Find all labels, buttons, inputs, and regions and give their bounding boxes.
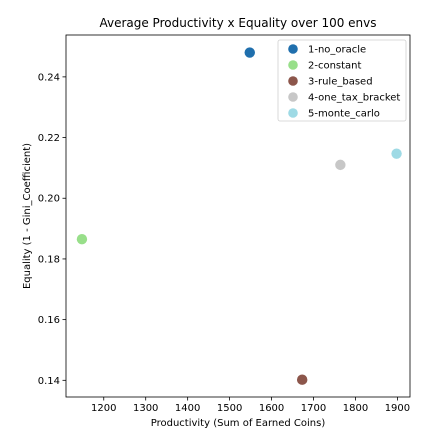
data-point-4-one_tax_bracket [335,159,346,171]
legend-label: 2-constant [308,61,362,72]
x-tick-label: 1400 [175,403,200,414]
data-points [76,47,402,385]
legend-marker [288,108,298,118]
legend-marker [288,44,298,54]
y-axis-label: Equality (1 - Gini_Coefficient) [22,143,33,289]
x-axis-label: Productivity (Sum of Earned Coins) [151,418,326,429]
data-point-5-monte_carlo [391,148,402,159]
y-tick-label: 0.18 [38,254,60,265]
chart-title: Average Productivity x Equality over 100… [99,16,376,30]
y-tick-label: 0.20 [38,194,60,205]
legend-label: 4-one_tax_bracket [308,93,400,104]
data-point-1-no_oracle [244,47,255,58]
legend-marker [288,92,298,102]
x-tick-label: 1700 [301,403,326,414]
x-tick-label: 1300 [133,403,158,414]
y-tick-label: 0.22 [38,133,60,144]
x-axis: 1200 1300 1400 1500 1600 1700 1800 1900 [91,397,410,414]
x-tick-label: 1200 [91,403,116,414]
data-point-2-constant [76,234,88,245]
y-tick-label: 0.16 [38,315,60,326]
x-tick-label: 1800 [343,403,368,414]
x-tick-label: 1600 [259,403,284,414]
x-tick-label: 1900 [385,403,410,414]
legend-label: 3-rule_based [308,77,373,88]
legend-label: 1-no_oracle [308,45,366,56]
y-axis: 0.14 0.16 0.18 0.20 0.22 0.24 [38,72,66,387]
y-tick-label: 0.14 [38,376,60,387]
x-tick-label: 1500 [217,403,242,414]
legend-label: 5-monte_carlo [308,109,380,120]
y-tick-label: 0.24 [38,72,60,83]
legend-box [277,39,407,122]
legend-marker [288,60,298,70]
plot-frame [65,34,411,398]
data-point-3-rule_based [296,374,308,385]
legend: 1-no_oracle 2-constant 3-rule_based 4-one_t… [277,39,407,122]
legend-marker [288,76,298,86]
